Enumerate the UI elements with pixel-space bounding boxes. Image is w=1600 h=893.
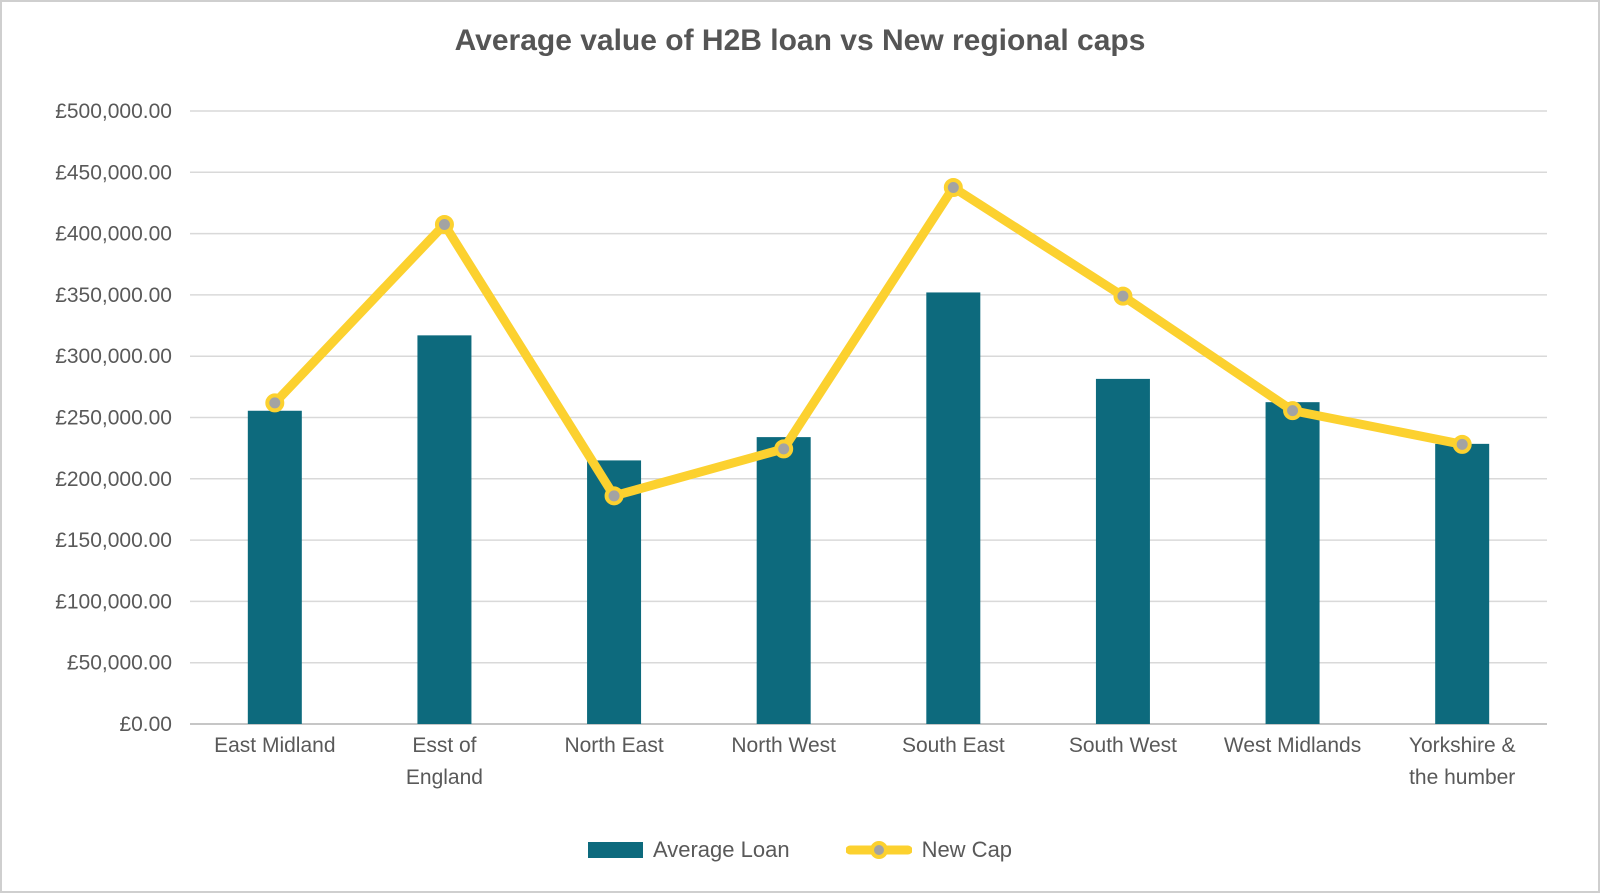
new-cap-line-icon — [845, 841, 912, 859]
new-cap-line[interactable] — [270, 183, 1467, 501]
legend-label-new-cap: New Cap — [921, 837, 1013, 862]
x-axis-category-label: Esst of England — [406, 734, 483, 789]
x-axis-category-label: North West — [731, 734, 836, 757]
y-axis-tick-label: £450,000.00 — [55, 161, 172, 184]
average-loan-swatch-icon — [587, 842, 643, 858]
bar-average-loan-south-east[interactable] — [926, 292, 981, 724]
bar-average-loan-north-west[interactable] — [756, 437, 811, 724]
bar-average-loan-east-midland[interactable] — [247, 410, 302, 724]
y-axis-tick-label: £300,000.00 — [55, 345, 172, 368]
new-cap-marker-yorkshire-the-humber[interactable] — [1452, 434, 1472, 454]
legend-label-average-loan: Average Loan — [652, 837, 790, 862]
y-axis-tick-label: £350,000.00 — [55, 284, 172, 307]
new-cap-marker-south-east[interactable] — [943, 178, 963, 198]
y-axis-tick-label: £500,000.00 — [55, 100, 172, 123]
x-axis-category-label: Yorkshire & the humber — [1409, 734, 1516, 789]
new-cap-marker-esst-of-england[interactable] — [434, 215, 454, 235]
x-axis-category-label: North East — [564, 734, 663, 757]
bar-average-loan-west-midlands[interactable] — [1265, 402, 1320, 724]
bar-average-loan-south-west[interactable] — [1095, 378, 1150, 724]
legend: Average Loan New Cap — [2, 837, 1598, 863]
y-axis-tick-label: £250,000.00 — [55, 407, 172, 430]
new-cap-marker-north-east[interactable] — [604, 486, 624, 506]
x-axis-category-label: West Midlands — [1224, 734, 1361, 757]
new-cap-marker-north-west[interactable] — [774, 439, 794, 459]
legend-item-average-loan[interactable]: Average Loan — [587, 837, 790, 863]
chart-title: Average value of H2B loan vs New regiona… — [454, 24, 1146, 57]
bar-average-loan-yorkshire-the-humber[interactable] — [1435, 443, 1490, 724]
x-axis-category-label: South East — [902, 734, 1005, 757]
y-axis-tick-label: £100,000.00 — [55, 590, 172, 613]
new-cap-marker-east-midland[interactable] — [265, 393, 285, 413]
legend-item-new-cap[interactable]: New Cap — [845, 837, 1013, 863]
new-cap-marker-south-west[interactable] — [1113, 286, 1133, 306]
y-axis-tick-label: £400,000.00 — [55, 223, 172, 246]
x-axis-category-label: East Midland — [214, 734, 335, 757]
bar-average-loan-esst-of-england[interactable] — [417, 335, 472, 724]
y-axis-tick-label: £150,000.00 — [55, 529, 172, 552]
y-axis-tick-label: £50,000.00 — [67, 652, 172, 675]
new-cap-marker-west-midlands[interactable] — [1283, 401, 1303, 421]
x-axis-category-label: South West — [1069, 734, 1177, 757]
y-axis-tick-label: £200,000.00 — [55, 468, 172, 491]
y-axis-tick-label: £0.00 — [119, 713, 172, 736]
